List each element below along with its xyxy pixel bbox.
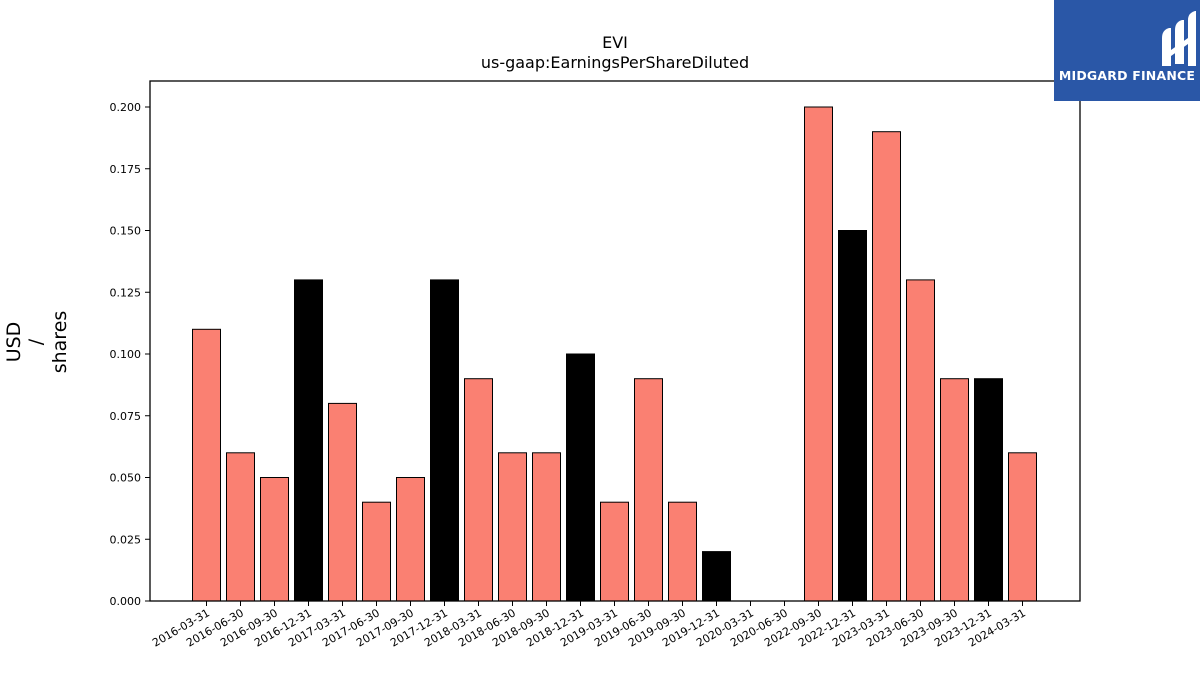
y-axis-label-line-2: / [25,338,47,345]
x-ticks: 2016-03-312016-06-302016-09-302016-12-31… [150,601,1028,650]
y-axis-label-line-3: shares [49,311,71,374]
y-axis-label-line-1: USD [3,322,25,363]
bar-2022-12-31 [838,230,867,602]
bar-2017-06-30 [362,501,391,602]
bar-2017-03-31 [328,402,357,602]
bar-2018-06-30 [498,452,527,602]
bar-2024-03-31 [1008,452,1037,602]
y-axis-label: USD / shares [3,311,71,374]
bar-2017-09-30 [396,477,425,602]
plot-frame [149,80,1081,602]
bar-2019-03-31 [600,501,629,602]
y-tick-label: 0.150 [110,225,142,238]
bar-2023-12-31 [974,378,1003,602]
bars [192,106,1037,602]
bar-2018-03-31 [464,378,493,602]
chart-title: EVI [602,33,628,52]
bar-2023-09-30 [940,378,969,602]
bar-2017-12-31 [430,279,459,602]
bar-2023-06-30 [906,279,935,602]
bar-2018-12-31 [566,353,595,602]
y-tick-label: 0.025 [110,533,142,546]
midgard-logo-icon [1162,11,1196,66]
bar-2019-09-30 [668,501,697,602]
midgard-finance-logo: MIDGARD FINANCE [1054,0,1200,101]
bar-2016-09-30 [260,477,289,602]
y-tick-label: 0.175 [110,163,142,176]
y-tick-label: 0.075 [110,410,142,423]
y-tick-label: 0.200 [110,101,142,114]
bar-2022-09-30 [804,106,833,602]
bar-2019-12-31 [702,551,731,602]
bar-2019-06-30 [634,378,663,602]
brand-name: MIDGARD FINANCE [1058,68,1196,83]
bar-2016-03-31 [192,328,221,602]
y-tick-label: 0.000 [110,595,142,608]
bar-2016-12-31 [294,279,323,602]
y-tick-label: 0.050 [110,472,142,485]
y-tick-label: 0.125 [110,286,142,299]
bar-2016-06-30 [226,452,255,602]
y-tick-label: 0.100 [110,348,142,361]
bar-2023-03-31 [872,131,901,602]
y-ticks: 0.000 0.025 0.050 0.075 0.100 0.125 0.150 0.175… [110,101,150,608]
chart-subtitle: us-gaap:EarningsPerShareDiluted [481,53,749,72]
bar-2018-09-30 [532,452,561,602]
